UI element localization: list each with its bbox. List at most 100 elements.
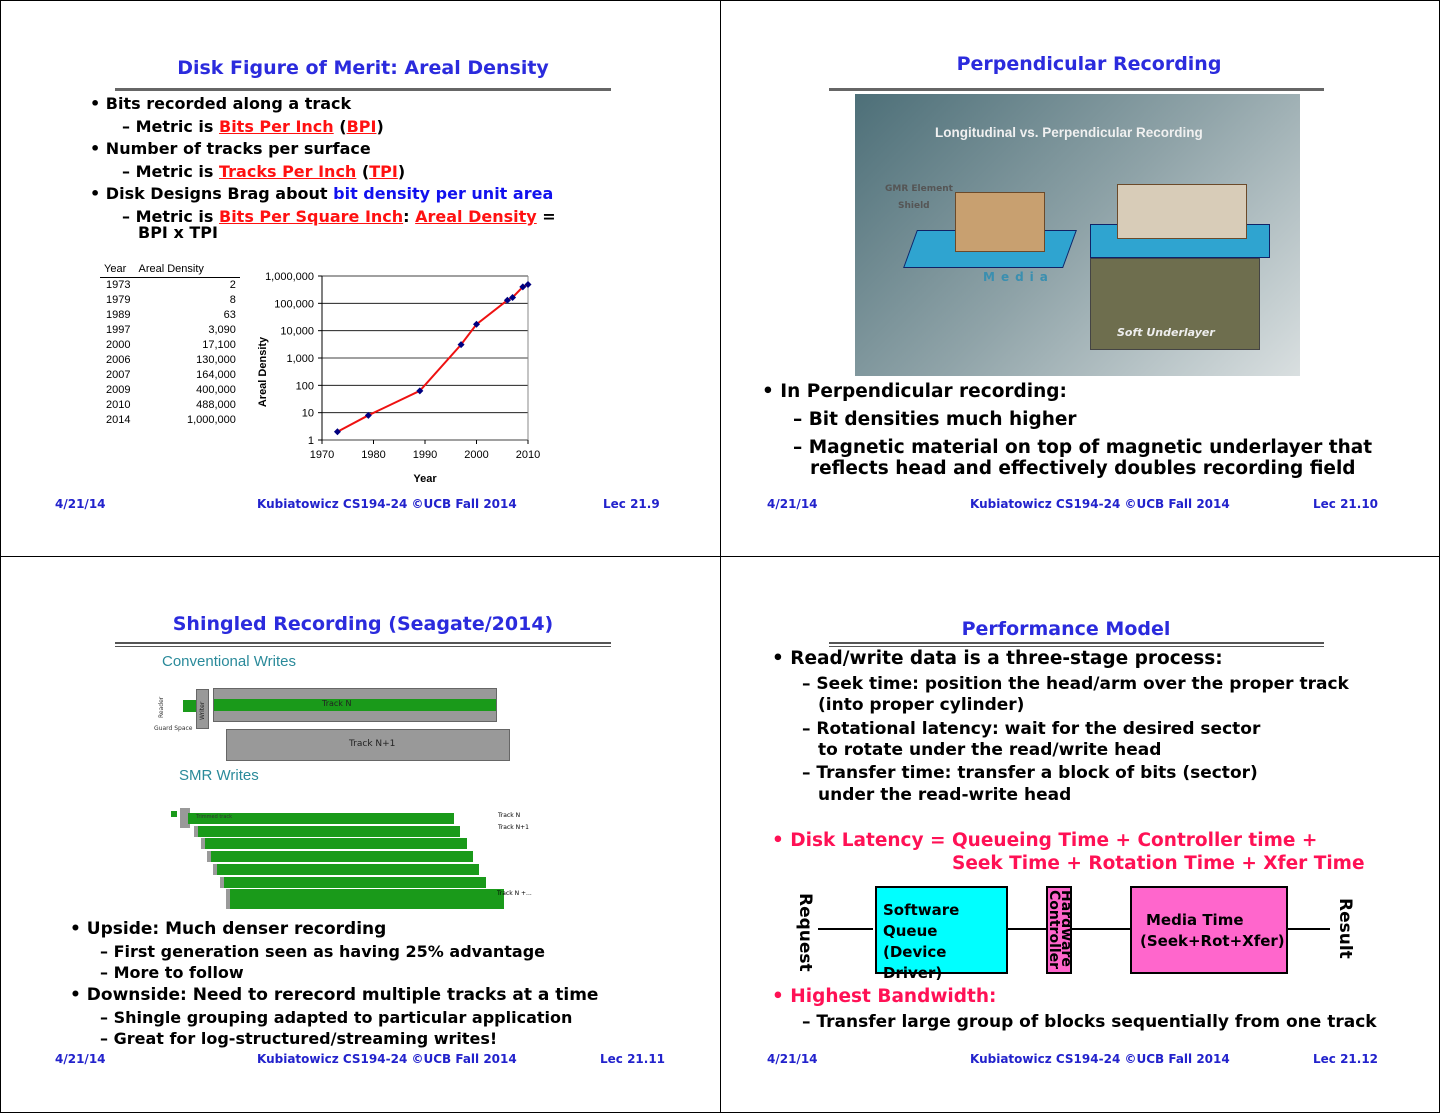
text: : <box>403 207 416 226</box>
box-text: Controller <box>1046 890 1062 970</box>
areal-density-table: Year Areal Density 1973 2 1979 8 1989 63 1997 3,… <box>100 262 240 428</box>
table-row: 1989 63 <box>100 308 240 323</box>
sub-bullet: – Metric is Bits Per Square Inch: Areal … <box>122 207 556 226</box>
col-header: Year <box>100 262 135 278</box>
title-rule <box>829 642 1324 647</box>
conventional-writes-label: Conventional Writes <box>162 653 296 670</box>
data-point <box>333 428 341 436</box>
footer-center: Kubiatowicz CS194-24 ©UCB Fall 2014 <box>970 497 1230 511</box>
bullet: • Disk Latency = Queueing Time + Control… <box>772 830 1318 851</box>
data-point <box>524 281 532 289</box>
bullet-text: Disk Designs Brag about <box>105 184 334 203</box>
slide-title: Disk Figure of Merit: Areal Density <box>177 57 549 79</box>
text: – Metric is <box>122 162 219 181</box>
sub-bullet: – Metric is Tracks Per Inch (TPI) <box>122 162 405 181</box>
bullet-cont: Seek Time + Rotation Time + Xfer Time <box>952 853 1365 874</box>
table-row: 2007 164,000 <box>100 368 240 383</box>
arrow <box>1288 928 1330 930</box>
x-tick-label: 1990 <box>413 449 437 461</box>
sub-bullet-cont: to rotate under the read/write head <box>818 740 1162 760</box>
box-text: Queue <box>883 922 938 940</box>
title-rule <box>829 88 1324 91</box>
density-cell: 130,000 <box>196 354 236 366</box>
arrow <box>818 928 873 930</box>
term: Bits Per Square Inch <box>219 207 404 226</box>
data-point <box>364 411 372 419</box>
y-tick-label: 100 <box>296 380 314 392</box>
year-cell: 1979 <box>106 294 131 306</box>
text: ( <box>356 162 370 181</box>
year-cell: 1997 <box>106 324 131 336</box>
table-row: 1973 2 <box>100 278 240 294</box>
text: = <box>536 207 556 226</box>
table-row: 2014 1,000,000 <box>100 413 240 428</box>
footer-center: Kubiatowicz CS194-24 ©UCB Fall 2014 <box>257 497 517 511</box>
table-row: 2010 488,000 <box>100 398 240 413</box>
footer-lec: Lec 21.12 <box>1313 1052 1379 1066</box>
bullet-text: In Perpendicular recording: <box>780 381 1067 402</box>
bullet: • Disk Designs Brag about bit density pe… <box>90 184 554 203</box>
footer-date: 4/21/14 <box>55 1052 106 1066</box>
data-point <box>473 320 480 328</box>
density-cell: 164,000 <box>196 369 236 381</box>
density-cell: 400,000 <box>196 384 236 396</box>
term: Areal Density <box>415 207 537 226</box>
title-rule <box>115 88 611 91</box>
shield-label: Shield <box>898 201 930 211</box>
footer-center: Kubiatowicz CS194-24 ©UCB Fall 2014 <box>970 1052 1230 1066</box>
y-tick-label: 1,000,000 <box>265 271 314 283</box>
smr-track <box>194 825 461 837</box>
term: Tracks Per Inch <box>219 162 357 181</box>
footer-center: Kubiatowicz CS194-24 ©UCB Fall 2014 <box>257 1052 517 1066</box>
y-tick-label: 1 <box>308 435 314 447</box>
data-point <box>457 341 465 349</box>
highlight: bit density per unit area <box>333 184 554 203</box>
sub-bullet: – Magnetic material on top of magnetic u… <box>793 437 1373 458</box>
data-point <box>503 296 511 304</box>
media-time-box: Media Time (Seek+Rot+Xfer) <box>1130 886 1288 974</box>
sub-bullet: – More to follow <box>100 963 244 982</box>
smr-track-nx-label: Track N +... <box>497 890 532 897</box>
head-perpendicular <box>1117 184 1247 239</box>
footer-date: 4/21/14 <box>55 497 106 511</box>
density-cell: 8 <box>229 294 236 306</box>
sub-bullet-cont: BPI x TPI <box>138 223 218 242</box>
box-text: Software <box>883 901 960 919</box>
bullet-text: Highest Bandwidth: <box>790 986 997 1007</box>
perpendicular-recording-image: Longitudinal vs. Perpendicular Recording… <box>855 94 1300 376</box>
guard-space-label: Guard Space <box>154 725 193 732</box>
box-text: (Seek+Rot+Xfer) <box>1140 932 1285 950</box>
year-cell: 2006 <box>106 354 131 366</box>
bullet: • In Perpendicular recording: <box>762 381 1067 402</box>
y-tick-label: 10 <box>302 408 314 420</box>
density-cell: 2 <box>229 279 236 291</box>
slide-title: Perpendicular Recording <box>956 53 1222 75</box>
year-cell: 2009 <box>106 384 131 396</box>
year-cell: 1989 <box>106 309 131 321</box>
underlayer-label: Soft Underlayer <box>1117 326 1215 339</box>
data-point <box>416 387 424 395</box>
bullet: • Highest Bandwidth: <box>772 986 997 1007</box>
reader-label: Reader <box>158 696 165 718</box>
text: – Metric is <box>122 117 219 136</box>
soft-underlayer <box>1090 258 1260 350</box>
sub-bullet: – Transfer large group of blocks sequent… <box>802 1012 1377 1032</box>
term: BPI <box>346 117 377 136</box>
image-heading: Longitudinal vs. Perpendicular Recording <box>935 125 1203 140</box>
bullet-text: Downside: Need to rerecord multiple trac… <box>86 985 599 1005</box>
slide-title: Shingled Recording (Seagate/2014) <box>172 613 554 635</box>
bullet: • Bits recorded along a track <box>90 94 352 113</box>
track-n-label: Track N <box>322 699 352 708</box>
writer-label: Writer <box>199 701 206 720</box>
smr-track <box>219 876 486 888</box>
arrow <box>1072 928 1130 930</box>
bullet: • Read/write data is a three-stage proce… <box>772 648 1223 669</box>
gmr-label: GMR Element <box>885 184 953 194</box>
smr-track <box>200 838 467 850</box>
request-label: Request <box>795 893 815 972</box>
smr-reader <box>171 811 177 817</box>
x-tick-label: 1970 <box>310 449 334 461</box>
bullet-text: Number of tracks per surface <box>105 139 371 158</box>
track-n1-label: Track N+1 <box>349 739 396 749</box>
density-cell: 1,000,000 <box>186 414 236 426</box>
